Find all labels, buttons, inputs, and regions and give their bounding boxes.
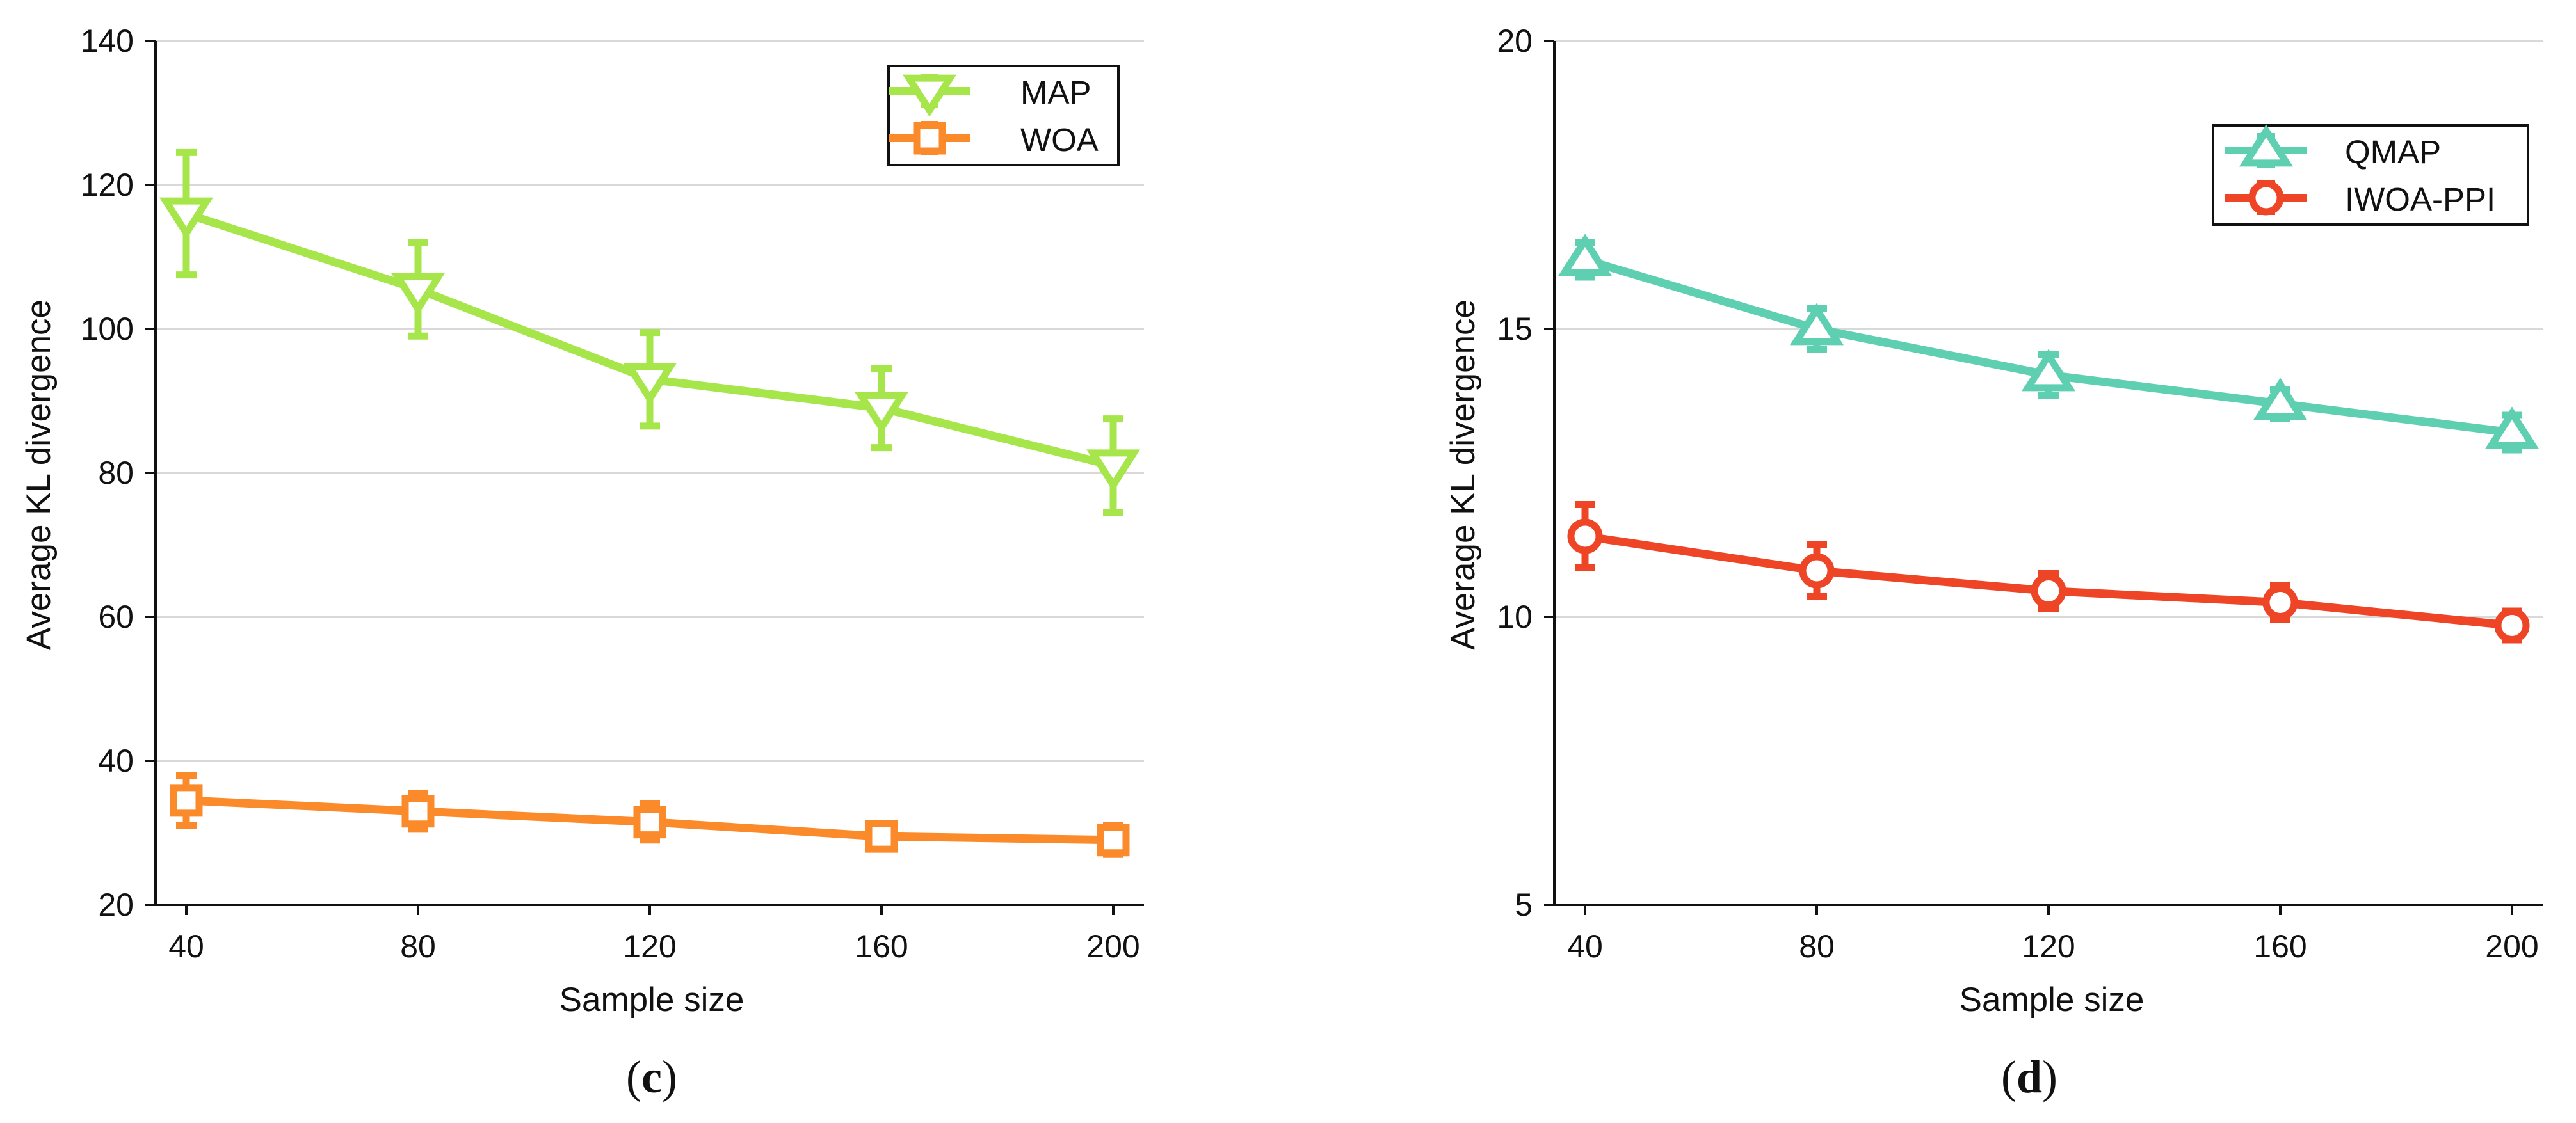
data-point — [401, 795, 435, 828]
x-tick-label: 120 — [2022, 928, 2075, 964]
y-tick-labels: 20 40 60 80 100 120 140 — [81, 23, 134, 923]
axes — [1544, 40, 2543, 915]
data-point — [170, 784, 203, 817]
data-point — [2262, 585, 2298, 620]
x-axis-title: Sample size — [1960, 981, 2145, 1019]
x-tick-label: 40 — [1567, 928, 1603, 964]
x-tick-label: 40 — [168, 928, 204, 964]
axes — [145, 40, 1144, 915]
series-group — [1558, 234, 2540, 644]
y-tick-label: 100 — [81, 311, 134, 347]
y-tick-label: 120 — [81, 167, 134, 203]
legend-symbol-qmap — [2225, 124, 2307, 168]
legend-label-map: MAP — [1020, 74, 1091, 111]
data-point — [2031, 573, 2066, 609]
x-tick-label: 200 — [1086, 928, 1139, 964]
y-tick-label: 40 — [98, 743, 134, 779]
x-tick-label: 200 — [2485, 928, 2538, 964]
x-tick-label: 80 — [1799, 928, 1835, 964]
data-point — [1086, 449, 1141, 492]
gridlines — [1554, 40, 2543, 618]
legend: QMAP IWOA-PPI — [2212, 124, 2529, 226]
x-tick-label: 160 — [2253, 928, 2306, 964]
x-tick-labels: 40 80 120 160 200 — [1567, 928, 2539, 964]
data-point — [1097, 824, 1130, 857]
x-axis-title: Sample size — [559, 981, 745, 1019]
legend-symbol-woa — [889, 121, 970, 155]
chart-panel-d: 5 10 15 20 40 80 120 160 200 Sample size… — [1444, 23, 2543, 1103]
data-point — [633, 806, 666, 839]
data-point — [1789, 303, 1844, 346]
y-tick-label: 20 — [1497, 23, 1533, 59]
data-point — [1567, 518, 1603, 554]
legend-label-woa: WOA — [1020, 122, 1099, 158]
y-tick-label: 15 — [1497, 311, 1533, 347]
panel-label-d: (d) — [2001, 1051, 2057, 1103]
x-tick-label: 160 — [855, 928, 908, 964]
y-tick-label: 5 — [1515, 887, 1533, 923]
data-point — [2484, 406, 2540, 449]
chart-panel-c: 20 40 60 80 100 120 140 40 80 120 160 20… — [20, 23, 1144, 1103]
legend-label-qmap: QMAP — [2345, 134, 2441, 170]
series-map — [159, 148, 1141, 516]
y-axis-title: Average KL divergence — [1444, 299, 1482, 650]
data-point — [865, 820, 898, 853]
y-axis-title: Average KL divergence — [20, 299, 58, 650]
series-line-qmap — [1581, 255, 2516, 437]
y-tick-label: 60 — [98, 599, 134, 635]
legend-marker — [2239, 124, 2294, 167]
y-tick-label: 80 — [98, 455, 134, 491]
series-iwoa-ppi — [1567, 501, 2530, 644]
legend-marker — [913, 122, 946, 155]
data-point — [2494, 608, 2530, 643]
data-point — [2021, 349, 2076, 392]
x-tick-labels: 40 80 120 160 200 — [168, 928, 1140, 964]
series-qmap — [1558, 234, 2540, 454]
x-tick-label: 120 — [623, 928, 676, 964]
series-group — [159, 148, 1141, 858]
y-tick-labels: 5 10 15 20 — [1497, 23, 1533, 923]
y-tick-label: 20 — [98, 887, 134, 923]
legend-label-iwoa-ppi: IWOA-PPI — [2345, 181, 2495, 218]
legend-symbol-iwoa-ppi — [2225, 180, 2307, 216]
data-point — [390, 273, 446, 315]
series-woa — [170, 772, 1130, 858]
panel-label-c: (c) — [626, 1051, 677, 1103]
legend: MAP WOA — [887, 65, 1120, 166]
data-point — [2253, 378, 2308, 420]
data-point — [159, 197, 214, 240]
gridlines — [156, 40, 1144, 762]
y-tick-label: 140 — [81, 23, 134, 59]
data-point — [1799, 553, 1835, 589]
legend-marker — [2248, 180, 2284, 216]
x-tick-label: 80 — [400, 928, 436, 964]
data-point — [854, 392, 909, 434]
data-point — [622, 363, 677, 406]
legend-symbol-map — [889, 74, 970, 117]
y-tick-label: 10 — [1497, 599, 1533, 635]
data-point — [1558, 234, 1613, 276]
legend-marker — [902, 74, 957, 117]
